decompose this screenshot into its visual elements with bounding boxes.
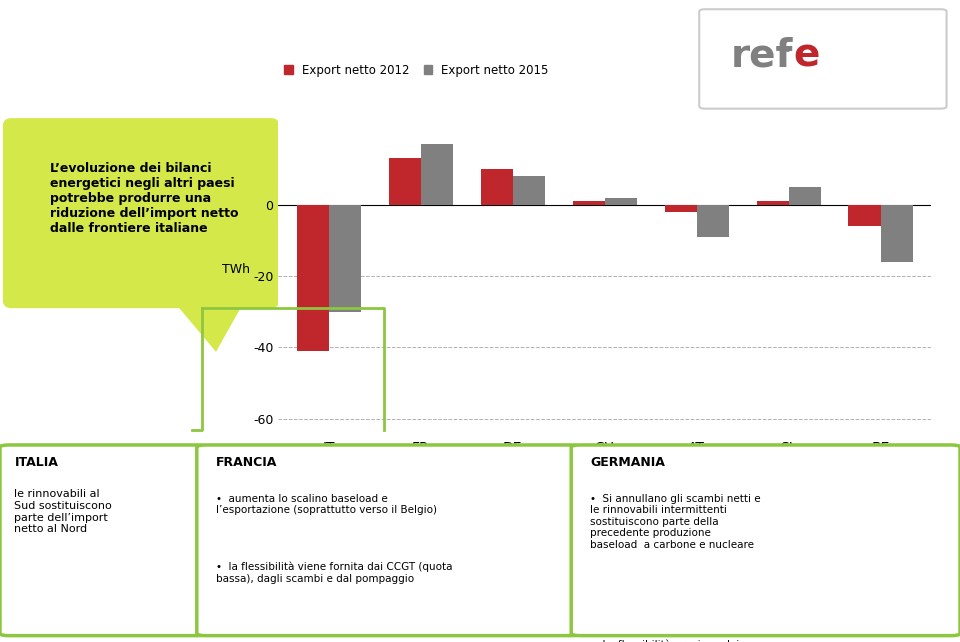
Bar (420, 144, 453, 205)
Text: •: • (780, 41, 792, 60)
Text: GERMANIA: GERMANIA (590, 456, 665, 469)
Text: •  aumenta lo scalino baseload e
l’esportazione (soprattutto verso il Belgio): • aumenta lo scalino baseload e l’esport… (216, 494, 437, 516)
Bar (756, 201, 789, 205)
Text: Fonte: Dati storici ENTSO-E  2012; simulazione 2015 ELFO++EUROPE: Fonte: Dati storici ENTSO-E 2012; simula… (265, 494, 628, 505)
Bar (572, 201, 605, 205)
FancyBboxPatch shape (699, 9, 947, 108)
Text: L’evoluzione dei bilanci
energetici negli altri paesi
potrebbe produrre una
ridu: L’evoluzione dei bilanci energetici negl… (50, 162, 238, 235)
Text: •  La flessibilità proviene dai
termici (gas e carbone),
pompaggio e
dall’idro+p: • La flessibilità proviene dai termici (… (590, 640, 739, 642)
Y-axis label: TWh: TWh (223, 263, 251, 276)
Bar (481, 169, 513, 205)
Text: le rinnovabili al
Sud sostituiscono
parte dell’import
netto al Nord: le rinnovabili al Sud sostituiscono part… (14, 489, 112, 534)
Text: •  Si annullano gli scambi netti e
le rinnovabili intermittenti
sostituiscono pa: • Si annullano gli scambi netti e le rin… (590, 494, 761, 550)
Bar (513, 176, 545, 205)
Bar (664, 205, 697, 212)
Bar (880, 205, 913, 262)
Bar (789, 187, 821, 205)
Text: e: e (793, 37, 820, 74)
Bar (849, 205, 880, 226)
Bar (297, 205, 329, 351)
FancyBboxPatch shape (3, 118, 279, 308)
Legend: Export netto 2012, Export netto 2015: Export netto 2012, Export netto 2015 (284, 64, 549, 76)
Bar (329, 205, 361, 312)
Text: ITALIA: ITALIA (14, 456, 59, 469)
Text: nuova distribuzione dei flussi alle frontiere italiane: nuova distribuzione dei flussi alle fron… (21, 74, 540, 92)
Bar (605, 198, 637, 205)
Text: •  la flessibilità viene fornita dai CCGT (quota
bassa), dagli scambi e dal pomp: • la flessibilità viene fornita dai CCGT… (216, 562, 452, 584)
Text: FRANCIA: FRANCIA (216, 456, 277, 469)
Polygon shape (173, 300, 245, 352)
FancyBboxPatch shape (0, 445, 206, 636)
Text: L’evoluzione strutturale dei diversi paesi può portare a: L’evoluzione strutturale dei diversi pae… (21, 31, 577, 49)
FancyBboxPatch shape (571, 445, 960, 636)
FancyBboxPatch shape (197, 445, 581, 636)
Bar (389, 159, 420, 205)
Bar (697, 205, 729, 237)
Text: ref: ref (731, 37, 793, 74)
